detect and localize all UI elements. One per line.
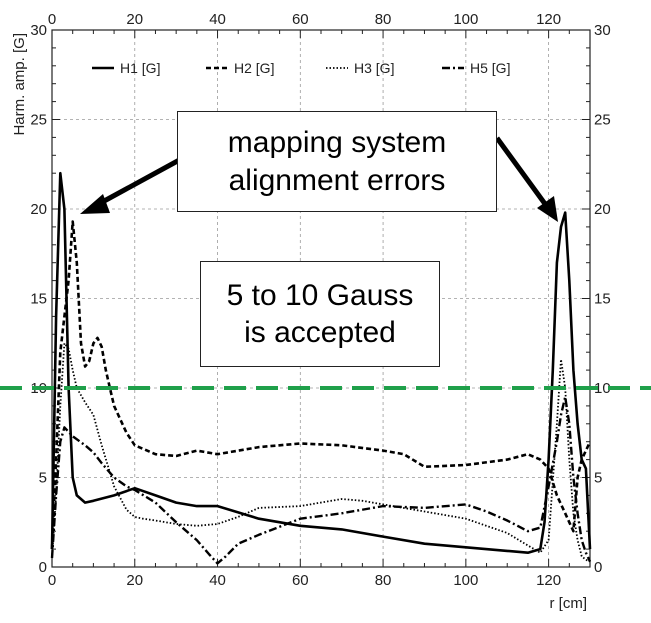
x-tick-label-top: 80 xyxy=(375,11,392,28)
arrow-left-line xyxy=(93,155,185,209)
x-tick-label: 40 xyxy=(209,572,226,589)
x-tick-label: 80 xyxy=(375,572,392,589)
legend-label-3: H3 [G] xyxy=(354,60,394,76)
y-tick-label: 20 xyxy=(30,201,47,218)
legend-label-1: H1 [G] xyxy=(120,60,160,76)
x-tick-label-top: 100 xyxy=(453,11,478,28)
alignment-callout-line-2: alignment errors xyxy=(228,163,446,197)
y-tick-label-right: 25 xyxy=(594,112,611,129)
callout-arrows xyxy=(80,136,558,222)
gauss-callout-line-2: is accepted xyxy=(244,316,396,349)
y-tick-label: 0 xyxy=(39,559,47,576)
x-tick-label-top: 60 xyxy=(292,11,309,28)
x-tick-label-top: 40 xyxy=(209,11,226,28)
series-line-4 xyxy=(50,395,592,565)
series-line-1 xyxy=(50,171,592,555)
x-tick-label-top: 0 xyxy=(48,11,56,28)
y-tick-label-right: 0 xyxy=(594,559,602,576)
y-tick-label-right: 20 xyxy=(594,201,611,218)
legend-label-2: H2 [G] xyxy=(234,60,274,76)
arrow-right-line xyxy=(494,136,551,210)
x-tick-label: 100 xyxy=(453,572,478,589)
series-group xyxy=(50,171,592,565)
x-tick-label-top: 120 xyxy=(536,11,561,28)
y-tick-label-right: 30 xyxy=(594,22,611,39)
legend-label-4: H5 [G] xyxy=(470,60,510,76)
y-tick-label-right: 15 xyxy=(594,291,611,308)
gauss-accepted-callout: 5 to 10 Gauss is accepted xyxy=(200,261,440,367)
y-axis-label: Harm. amp. [G] xyxy=(11,33,28,136)
x-tick-label: 20 xyxy=(126,572,143,589)
series-line-2 xyxy=(50,220,592,550)
arrow-right-head xyxy=(537,196,558,222)
y-tick-label: 25 xyxy=(30,112,47,129)
x-tick-label-top: 20 xyxy=(126,11,143,28)
x-tick-label: 120 xyxy=(536,572,561,589)
x-axis-label: r [cm] xyxy=(550,595,588,612)
y-tick-label: 30 xyxy=(30,22,47,39)
y-tick-label-right: 10 xyxy=(594,380,611,397)
gauss-callout-line-1: 5 to 10 Gauss xyxy=(226,278,414,312)
arrow-left-head xyxy=(80,194,110,214)
legend: H1 [G] H2 [G] H3 [G] H5 [G] xyxy=(92,60,510,76)
y-tick-label: 5 xyxy=(39,470,47,487)
x-tick-label: 60 xyxy=(292,572,309,589)
alignment-callout-line-1: mapping system xyxy=(227,126,447,159)
y-tick-label: 15 xyxy=(30,291,47,308)
series-line-3 xyxy=(51,342,591,563)
y-tick-label-right: 5 xyxy=(594,470,602,487)
alignment-errors-callout: mapping system alignment errors xyxy=(177,111,497,212)
x-tick-label: 0 xyxy=(48,572,56,589)
